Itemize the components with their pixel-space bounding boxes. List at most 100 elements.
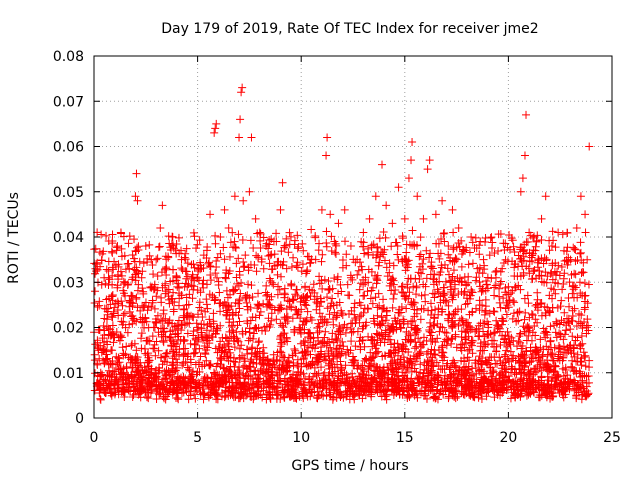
data-point <box>287 303 296 312</box>
data-point <box>498 314 507 323</box>
data-point <box>189 282 198 291</box>
data-point <box>348 369 357 378</box>
data-point <box>198 312 207 321</box>
data-point <box>188 270 197 279</box>
data-point <box>179 388 188 397</box>
data-point <box>398 362 407 371</box>
data-point <box>401 261 410 270</box>
data-point <box>547 389 556 398</box>
data-point <box>324 286 333 295</box>
data-point <box>317 390 326 399</box>
data-point <box>239 385 248 394</box>
data-point <box>537 214 546 223</box>
data-point <box>563 371 572 380</box>
data-point <box>165 386 174 395</box>
data-point <box>522 374 531 383</box>
data-point <box>551 361 560 370</box>
data-point <box>186 339 195 348</box>
data-point <box>98 334 107 343</box>
data-point <box>173 358 182 367</box>
data-point <box>412 290 421 299</box>
data-point <box>460 273 469 282</box>
data-point <box>267 234 276 243</box>
data-point <box>132 268 141 277</box>
data-point <box>145 368 154 377</box>
data-point <box>403 283 412 292</box>
data-point <box>138 318 147 327</box>
data-point <box>374 261 383 270</box>
data-point <box>119 277 128 286</box>
tick-labels: 0 5 10 15 20 2500.010.020.030.040.050.060.070… <box>53 49 621 446</box>
data-point <box>277 348 286 357</box>
data-point <box>296 297 305 306</box>
data-point <box>183 329 192 338</box>
data-point <box>248 313 257 322</box>
data-point <box>462 327 471 336</box>
data-point <box>232 327 241 336</box>
data-point <box>530 266 539 275</box>
data-point <box>527 336 536 345</box>
data-point <box>314 351 323 360</box>
data-point <box>567 362 576 371</box>
data-point <box>162 374 171 383</box>
data-point <box>277 331 286 340</box>
data-point <box>391 285 400 294</box>
data-point <box>135 257 144 266</box>
data-point <box>511 282 520 291</box>
data-point <box>377 313 386 322</box>
data-point <box>437 263 446 272</box>
data-point <box>255 228 264 237</box>
data-point <box>434 304 443 313</box>
data-point <box>155 390 164 399</box>
data-point <box>149 344 158 353</box>
data-point <box>551 289 560 298</box>
data-point <box>267 265 276 274</box>
data-point <box>521 308 530 317</box>
data-point <box>571 336 580 345</box>
data-point <box>328 329 337 338</box>
data-point <box>351 342 360 351</box>
data-point <box>215 378 224 387</box>
data-point <box>215 288 224 297</box>
data-point <box>466 325 475 334</box>
data-point <box>426 379 435 388</box>
data-point <box>295 392 304 401</box>
data-point <box>148 282 157 291</box>
data-point <box>380 385 389 394</box>
data-point <box>426 318 435 327</box>
data-point <box>170 298 179 307</box>
data-point <box>259 360 268 369</box>
data-point <box>225 367 234 376</box>
data-point <box>284 248 293 257</box>
data-point <box>272 229 281 238</box>
data-point <box>448 257 457 266</box>
data-point <box>559 335 568 344</box>
data-point <box>137 373 146 382</box>
data-point <box>297 329 306 338</box>
data-point <box>565 278 574 287</box>
data-point <box>442 329 451 337</box>
data-point <box>244 380 253 389</box>
data-point <box>416 368 425 377</box>
data-point <box>265 301 274 310</box>
data-point <box>392 325 401 334</box>
data-point <box>223 293 232 302</box>
data-point <box>303 392 312 401</box>
data-point <box>548 374 557 383</box>
data-point <box>400 254 409 263</box>
data-point <box>418 265 427 274</box>
data-point <box>486 369 495 378</box>
data-point <box>373 330 382 339</box>
data-point <box>254 324 263 333</box>
data-point <box>375 258 384 267</box>
data-point <box>108 248 117 257</box>
data-point <box>485 251 494 260</box>
data-point <box>203 304 212 313</box>
data-point <box>140 317 149 326</box>
data-point <box>180 381 189 390</box>
data-point <box>485 360 494 369</box>
data-point <box>293 231 302 240</box>
data-point <box>114 354 123 363</box>
data-point <box>492 266 501 275</box>
data-point <box>177 291 186 300</box>
